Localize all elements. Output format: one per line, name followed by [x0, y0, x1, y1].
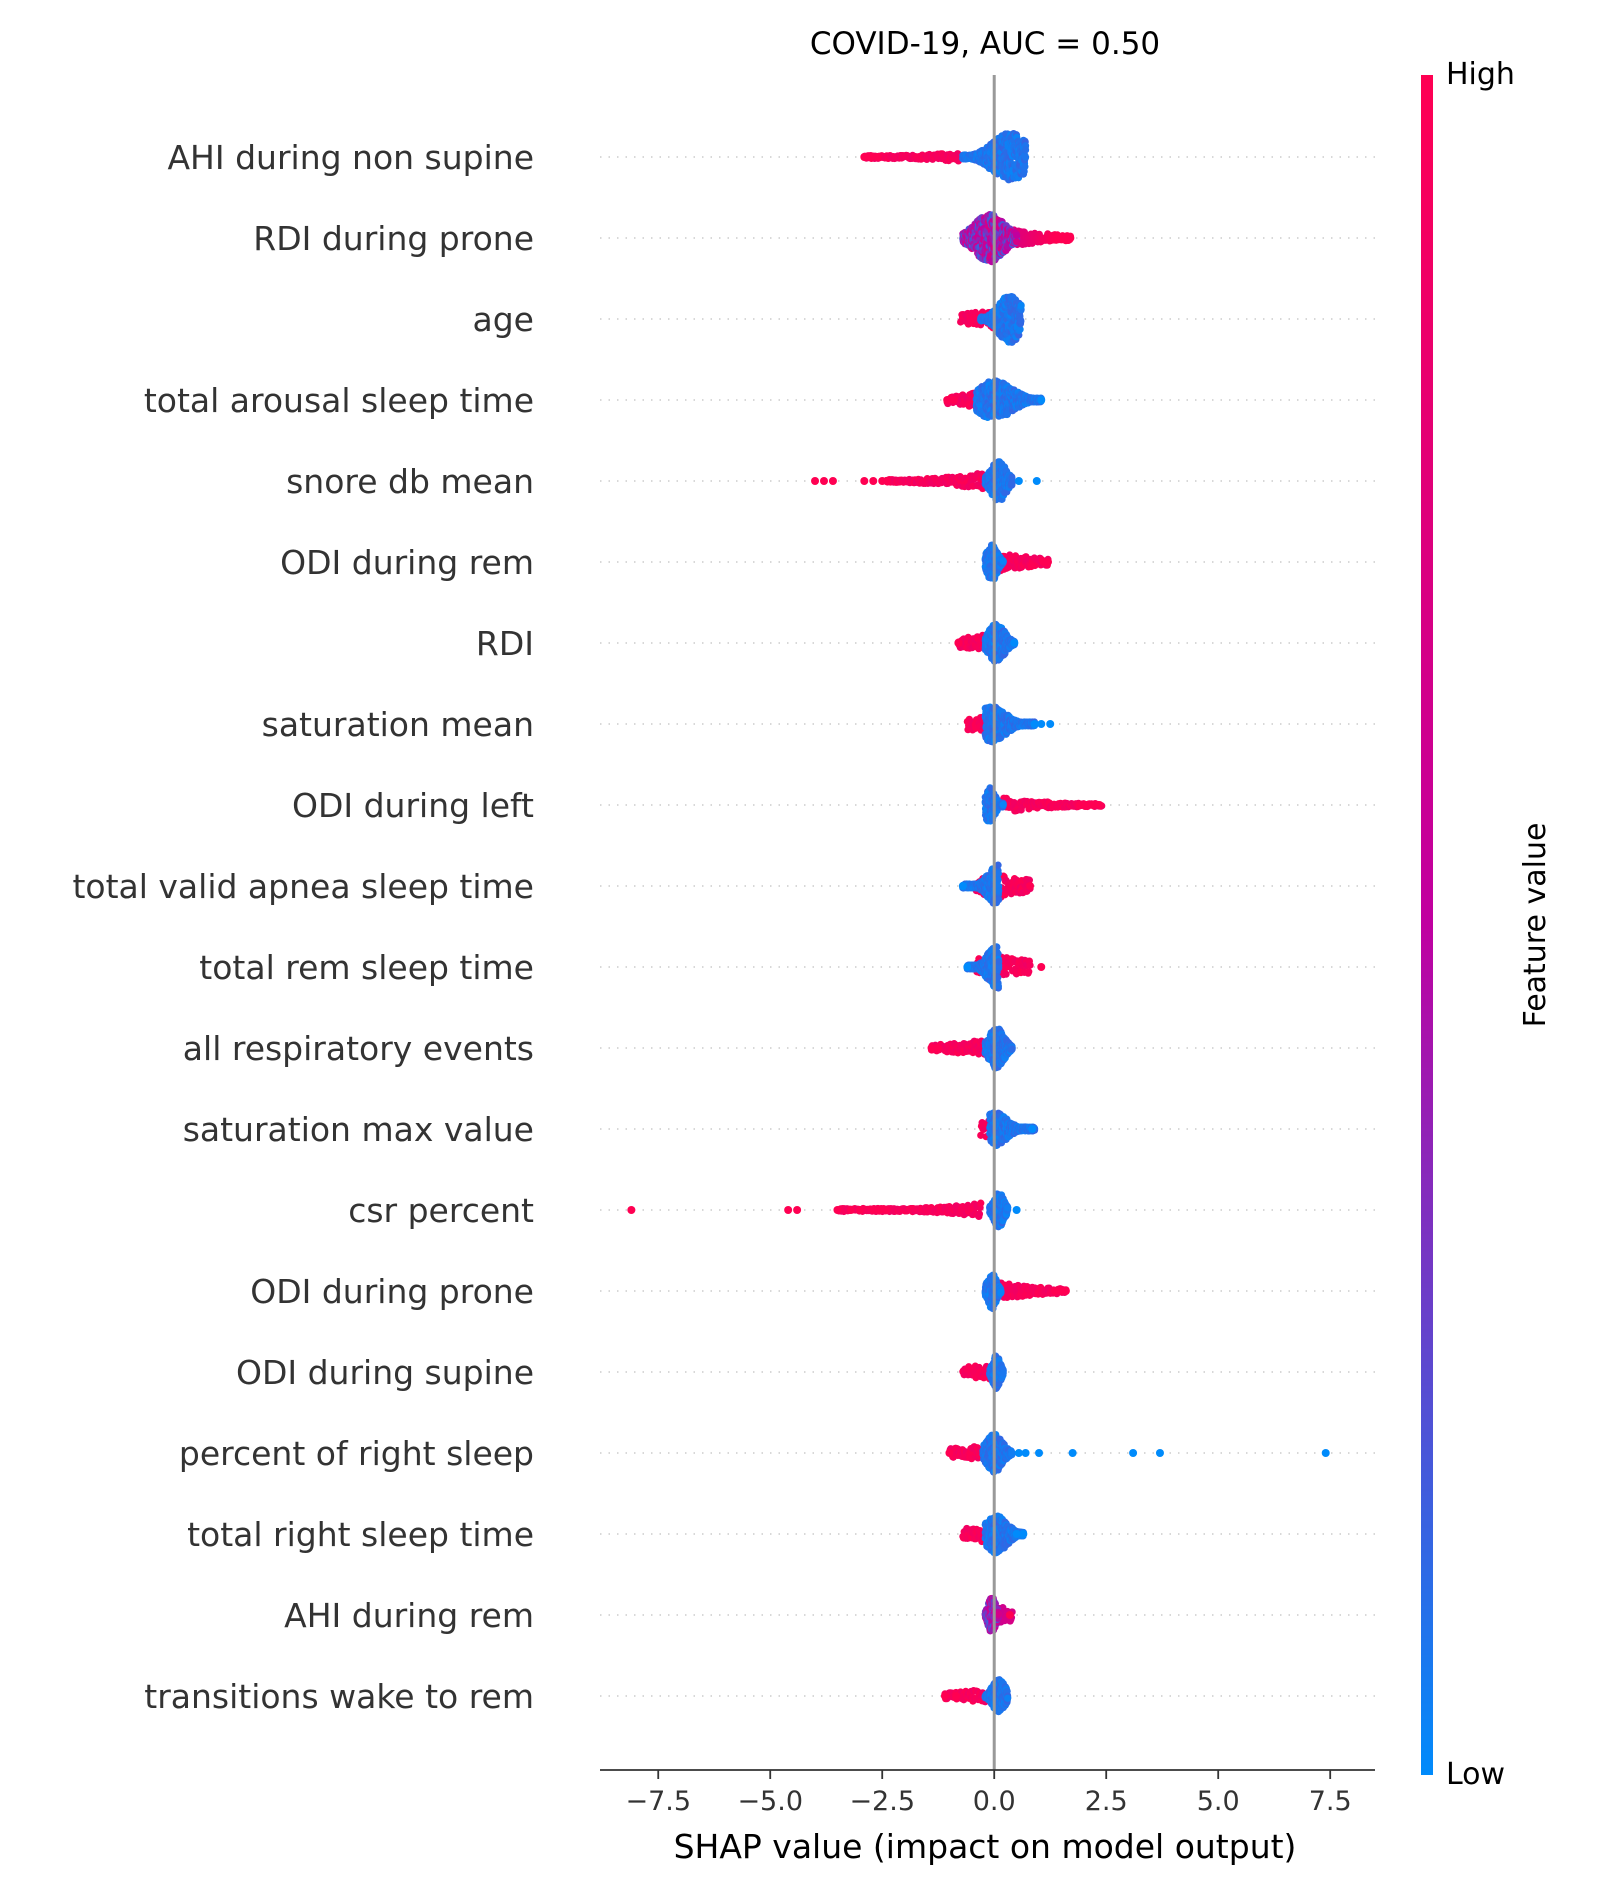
shap-point [1021, 146, 1030, 154]
feature-row: ODI during left [292, 784, 1375, 825]
shap-points [981, 541, 1052, 583]
outlier-point [1010, 639, 1019, 647]
feature-label: total arousal sleep time [144, 381, 534, 420]
shap-points [981, 784, 1106, 825]
feature-label: saturation mean [262, 705, 534, 744]
outlier-point [954, 639, 963, 647]
shap-points [954, 620, 1019, 665]
shap-point [999, 801, 1007, 809]
feature-label: total rem sleep time [199, 948, 534, 987]
shap-points [958, 861, 1035, 907]
shap-points [963, 943, 1046, 992]
feature-row: AHI during non supine [167, 129, 1375, 184]
outlier-point [949, 396, 958, 404]
shap-point [1025, 968, 1033, 976]
outlier-point [1066, 234, 1075, 242]
feature-row: snore db mean [286, 458, 1375, 504]
feature-row: total rem sleep time [199, 943, 1375, 992]
feature-label: RDI [476, 624, 534, 663]
shap-point [1008, 479, 1016, 487]
feature-row: total arousal sleep time [144, 377, 1375, 421]
feature-label: ODI during rem [280, 543, 534, 582]
outlier-point [1037, 720, 1046, 728]
outlier-point [1032, 477, 1041, 485]
feature-label: ODI during left [292, 786, 534, 825]
shap-point [1026, 961, 1034, 969]
feature-label: snore db mean [286, 462, 534, 501]
feature-row: ODI during rem [280, 541, 1375, 583]
shap-point [1017, 316, 1025, 324]
outlier-point [1014, 477, 1023, 485]
shap-points [811, 458, 1041, 504]
feature-row: RDI during prone [253, 210, 1375, 266]
outlier-point [1043, 558, 1052, 566]
shap-points [943, 377, 1046, 421]
shap-point [1013, 231, 1021, 239]
feature-label: RDI during prone [253, 219, 534, 258]
shap-point [1013, 238, 1021, 246]
outlier-point [1037, 396, 1046, 404]
feature-row: saturation mean [262, 703, 1375, 746]
outlier-point [1095, 801, 1104, 809]
shap-points [860, 129, 1030, 184]
outlier-point [811, 477, 820, 485]
outlier-point [869, 477, 878, 485]
outlier-point [873, 153, 882, 161]
shap-point [1017, 302, 1025, 310]
feature-label: total valid apnea sleep time [72, 867, 534, 906]
outlier-point [819, 477, 828, 485]
outlier-point [860, 477, 869, 485]
outlier-point [882, 477, 891, 485]
outlier-point [828, 477, 837, 485]
feature-label: AHI during non supine [167, 138, 534, 177]
shap-points [963, 703, 1055, 746]
shap-point [1016, 325, 1024, 333]
shap-point [995, 895, 1003, 904]
outlier-point [958, 882, 967, 890]
shap-point [1021, 153, 1030, 161]
feature-row: total valid apnea sleep time [72, 861, 1375, 907]
outlier-point [1046, 720, 1055, 728]
shap-point [999, 557, 1007, 565]
shap-points [959, 210, 1075, 266]
shap-points [957, 292, 1025, 346]
chart-title: COVID-19, AUC = 0.50 [810, 26, 1160, 62]
shap-point [994, 869, 1002, 878]
shap-point [995, 887, 1003, 895]
feature-row: RDI [476, 620, 1375, 665]
outlier-point [860, 153, 869, 161]
outlier-point [867, 153, 876, 161]
shap-point [1021, 163, 1029, 171]
outlier-point [1026, 882, 1035, 890]
feature-label: age [473, 300, 534, 339]
feature-row: age [473, 292, 1375, 346]
feature-rows: AHI during non supine RDI during prone age… [72, 129, 1375, 1716]
shap-point [1002, 970, 1010, 978]
